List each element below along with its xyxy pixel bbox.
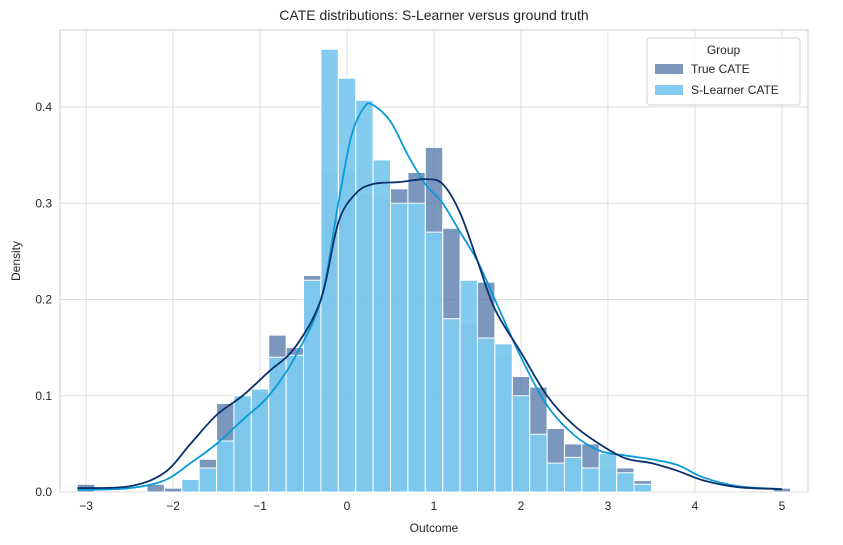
s-learner-bar — [198, 467, 218, 493]
s-learner-bar — [581, 467, 600, 493]
y-axis-label: Density — [9, 241, 23, 281]
true-cate-kde-line — [77, 178, 782, 491]
s-learner-bar — [407, 202, 426, 493]
y-axis-ticks: 0.0 0.1 0.2 0.3 0.4 — [35, 100, 52, 499]
kde-curves — [77, 102, 782, 491]
s-learner-bar — [355, 99, 374, 493]
s-learner-bar — [390, 202, 409, 493]
x-tick-label: −3 — [79, 499, 93, 513]
s-learner-bar — [511, 395, 531, 493]
legend-swatch-s-learner — [655, 85, 683, 95]
s-learner-bar — [633, 483, 652, 493]
x-tick-label: 5 — [779, 499, 786, 513]
s-learner-bar — [303, 279, 322, 493]
s-learner-bar — [424, 231, 444, 493]
s-learner-bar — [216, 440, 235, 493]
chart-title: CATE distributions: S-Learner versus gro… — [279, 7, 588, 23]
s-learner-bar — [372, 159, 392, 493]
true-cate-bar — [163, 487, 183, 493]
legend-box — [646, 37, 801, 106]
s-learner-bar — [563, 456, 583, 493]
y-tick-label: 0.0 — [35, 485, 52, 499]
s-learner-bar — [529, 433, 548, 493]
s-learner-bar — [476, 337, 496, 493]
s-learner-bar — [546, 462, 565, 493]
y-tick-label: 0.3 — [35, 196, 52, 210]
x-tick-label: 1 — [431, 499, 438, 513]
x-axis-label: Outcome — [410, 521, 459, 535]
x-tick-label: −2 — [166, 499, 180, 513]
y-tick-label: 0.4 — [35, 100, 52, 114]
x-tick-label: 3 — [605, 499, 612, 513]
legend-title: Group — [707, 43, 741, 57]
x-tick-label: 4 — [692, 499, 699, 513]
s-learner-bar — [598, 453, 618, 493]
y-tick-label: 0.1 — [35, 389, 52, 403]
s-learner-bar — [181, 478, 200, 493]
s-learner-bar — [337, 77, 357, 493]
s-learner-kde-line — [77, 102, 782, 491]
s-learner-bar — [233, 395, 252, 493]
legend-label-true-cate: True CATE — [691, 62, 750, 76]
y-tick-label: 0.2 — [35, 293, 52, 307]
s-learner-bars — [181, 48, 652, 493]
s-learner-bar — [320, 48, 339, 493]
x-axis-ticks: −3 −2 −1 0 1 2 3 4 5 — [79, 499, 785, 513]
true-cate-bar — [772, 487, 792, 493]
s-learner-bar — [442, 318, 461, 493]
legend: Group True CATE S-Learner CATE — [646, 37, 801, 106]
s-learner-bar — [494, 343, 513, 493]
s-learner-bar — [285, 354, 305, 493]
s-learner-bar — [616, 472, 635, 493]
legend-swatch-true-cate — [655, 64, 683, 74]
x-tick-label: 2 — [518, 499, 525, 513]
x-tick-label: 0 — [344, 499, 351, 513]
s-learner-bar — [459, 279, 478, 493]
legend-label-s-learner: S-Learner CATE — [691, 83, 779, 97]
x-tick-label: −1 — [253, 499, 267, 513]
